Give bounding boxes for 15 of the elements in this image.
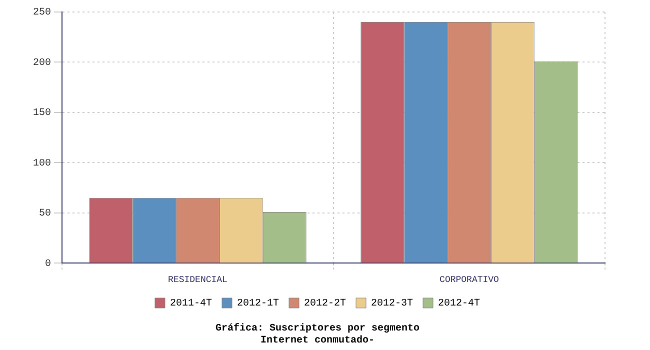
y-tick-label: 200 xyxy=(32,58,52,69)
legend-label: 2011-4T xyxy=(170,298,212,310)
legend-label: 2012-3T xyxy=(371,298,414,310)
y-tick-label: 150 xyxy=(32,108,52,120)
y-tick-label: 50 xyxy=(38,208,52,220)
text: Internet conmutado- xyxy=(260,334,375,347)
y-tick-label: 250 xyxy=(32,8,52,19)
y-tick-label: 100 xyxy=(32,158,52,170)
text: Gráfica: Suscriptores por segmento xyxy=(215,322,420,335)
x-tick-label: RESIDENCIAL xyxy=(168,274,228,285)
legend-label: 2012-1T xyxy=(236,298,280,310)
legend-label: 2012-4T xyxy=(438,298,480,310)
legend-label: 2012-2T xyxy=(304,298,346,310)
y-tick-label: 0 xyxy=(44,258,52,270)
x-tick-label: CORPORATIVO xyxy=(440,274,499,285)
